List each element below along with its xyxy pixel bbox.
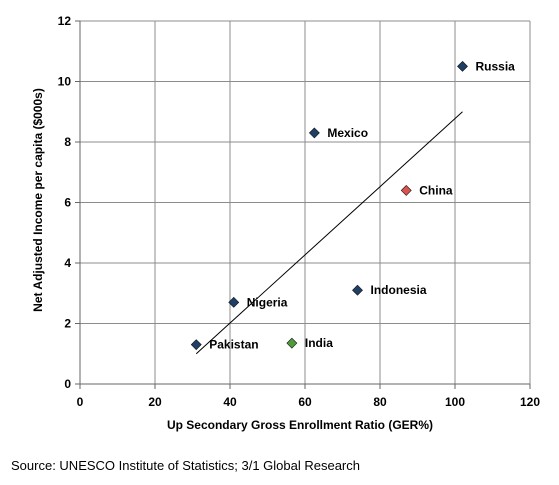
- trend-line: [195, 111, 463, 355]
- x-tick-label: 40: [223, 395, 237, 409]
- x-tick-label: 120: [520, 395, 540, 409]
- data-points: Russia Mexico China Indonesia Nigeria India Pa…: [190, 59, 516, 352]
- trend-line-segment: [195, 111, 463, 355]
- point-label-mexico: Mexico: [327, 126, 368, 140]
- point-india: [286, 337, 298, 349]
- point-mexico: [308, 127, 320, 139]
- x-tick-label: 100: [445, 395, 465, 409]
- x-tick-labels: 0 20 40 60 80 100 120: [77, 395, 541, 409]
- point-china: [400, 184, 412, 196]
- grid-lines: [80, 20, 531, 384]
- y-tick-label: 4: [64, 256, 71, 270]
- point-pakistan: [190, 339, 202, 351]
- x-tick-label: 20: [148, 395, 162, 409]
- scatter-chart: 0 20 40 60 80 100 120 0 2 4 6 8 10 12 Russia Mexico Ch…: [31, 14, 541, 432]
- y-tick-labels: 0 2 4 6 8 10 12: [58, 14, 72, 391]
- point-label-china: China: [419, 183, 453, 197]
- point-russia: [457, 60, 468, 72]
- y-axis-label: Net Adjusted Income per capita ($000s): [31, 88, 45, 312]
- source-note: Source: UNESCO Institute of Statistics; …: [11, 458, 360, 473]
- point-nigeria: [228, 296, 240, 308]
- x-tick-label: 80: [373, 395, 387, 409]
- y-tick-label: 6: [64, 196, 71, 210]
- point-label-pakistan: Pakistan: [209, 338, 258, 352]
- point-indonesia: [352, 284, 363, 296]
- y-tick-label: 2: [64, 317, 71, 331]
- y-tick-label: 12: [58, 14, 72, 28]
- y-tick-label: 10: [58, 75, 72, 89]
- y-tick-label: 8: [64, 135, 71, 149]
- x-tick-label: 0: [77, 395, 84, 409]
- axes: [75, 20, 531, 389]
- point-label-nigeria: Nigeria: [247, 295, 288, 309]
- x-tick-label: 60: [298, 395, 312, 409]
- y-tick-label: 0: [64, 377, 71, 391]
- point-label-indonesia: Indonesia: [371, 283, 427, 297]
- point-label-russia: Russia: [476, 59, 516, 73]
- point-label-india: India: [305, 336, 333, 350]
- x-axis-label: Up Secondary Gross Enrollment Ratio (GER…: [167, 418, 433, 432]
